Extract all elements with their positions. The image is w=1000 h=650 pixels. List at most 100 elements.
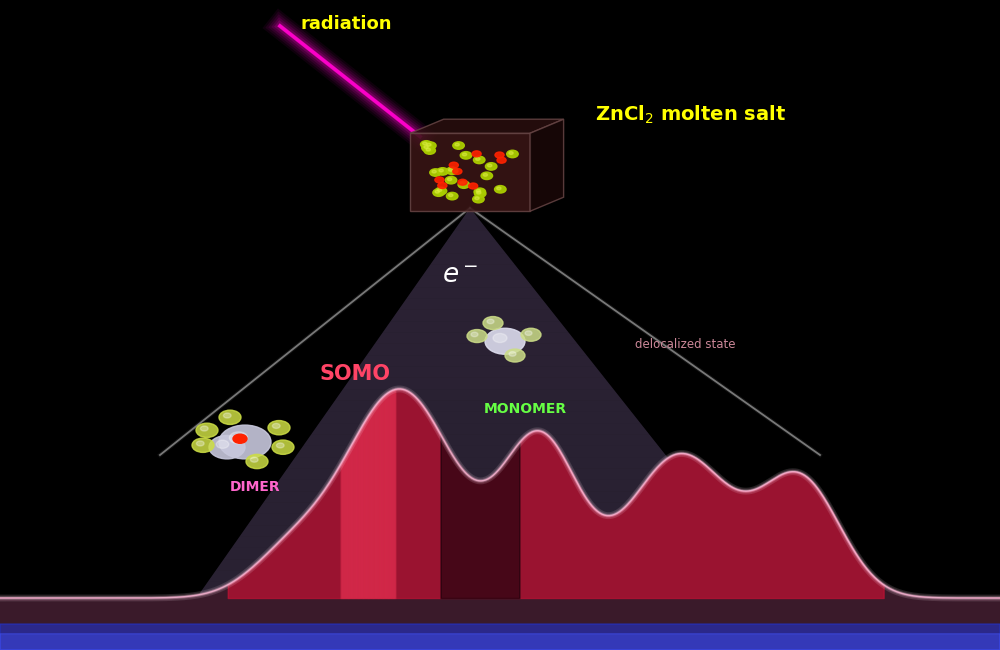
Circle shape	[437, 188, 442, 192]
Circle shape	[481, 172, 493, 179]
Circle shape	[473, 156, 485, 164]
Circle shape	[488, 164, 492, 167]
Text: SOMO: SOMO	[320, 364, 390, 384]
Circle shape	[219, 410, 241, 424]
Polygon shape	[327, 400, 631, 411]
Circle shape	[507, 150, 518, 158]
Circle shape	[505, 349, 525, 362]
Polygon shape	[462, 208, 479, 219]
Circle shape	[446, 192, 458, 200]
Circle shape	[423, 142, 427, 145]
Polygon shape	[407, 287, 542, 298]
Circle shape	[473, 196, 484, 203]
Circle shape	[453, 142, 464, 150]
Circle shape	[437, 168, 448, 175]
Circle shape	[219, 425, 271, 459]
Polygon shape	[430, 254, 515, 265]
Polygon shape	[410, 119, 564, 133]
Circle shape	[427, 143, 431, 146]
Circle shape	[485, 162, 497, 170]
Circle shape	[435, 187, 447, 195]
Polygon shape	[530, 119, 564, 211]
Polygon shape	[383, 321, 568, 332]
Circle shape	[474, 190, 486, 198]
Polygon shape	[311, 423, 649, 434]
Circle shape	[476, 157, 480, 161]
Polygon shape	[351, 367, 604, 378]
Circle shape	[196, 423, 218, 437]
Circle shape	[435, 190, 439, 193]
Circle shape	[449, 168, 453, 171]
Circle shape	[485, 328, 525, 354]
Circle shape	[200, 426, 208, 431]
Polygon shape	[391, 310, 560, 321]
Polygon shape	[303, 435, 658, 446]
Circle shape	[425, 142, 436, 150]
Polygon shape	[454, 219, 488, 230]
Circle shape	[272, 440, 294, 454]
Circle shape	[495, 185, 506, 193]
Circle shape	[455, 143, 459, 146]
Circle shape	[268, 421, 290, 435]
Circle shape	[458, 181, 470, 188]
Circle shape	[196, 441, 204, 446]
Circle shape	[435, 177, 444, 183]
Polygon shape	[375, 333, 577, 344]
Text: radiation: radiation	[300, 15, 392, 33]
Circle shape	[445, 176, 457, 184]
Circle shape	[446, 167, 458, 175]
Circle shape	[223, 413, 231, 418]
Circle shape	[424, 146, 428, 148]
Circle shape	[422, 144, 433, 151]
Circle shape	[449, 162, 458, 168]
Circle shape	[192, 438, 214, 452]
Circle shape	[460, 151, 472, 159]
Circle shape	[471, 332, 478, 337]
Circle shape	[421, 140, 432, 148]
Circle shape	[477, 191, 481, 194]
Polygon shape	[359, 356, 595, 367]
Circle shape	[272, 423, 280, 428]
Text: e$^-$: e$^-$	[442, 263, 478, 289]
Circle shape	[460, 182, 465, 185]
Circle shape	[233, 434, 247, 443]
Circle shape	[433, 189, 444, 196]
Circle shape	[509, 151, 513, 155]
Circle shape	[525, 331, 532, 335]
Text: DIMER: DIMER	[230, 480, 280, 494]
Circle shape	[246, 454, 268, 469]
Polygon shape	[343, 378, 613, 389]
Circle shape	[209, 436, 245, 459]
Circle shape	[476, 189, 481, 192]
Circle shape	[424, 147, 435, 154]
Circle shape	[487, 319, 494, 324]
Circle shape	[469, 183, 478, 189]
Circle shape	[474, 188, 486, 196]
Circle shape	[216, 440, 229, 448]
Circle shape	[509, 352, 516, 356]
Circle shape	[495, 152, 504, 158]
Circle shape	[497, 187, 501, 190]
Text: delocalized state: delocalized state	[635, 338, 736, 351]
Circle shape	[472, 151, 481, 157]
Polygon shape	[438, 242, 506, 253]
Circle shape	[250, 457, 258, 462]
Polygon shape	[399, 298, 551, 309]
Circle shape	[467, 330, 487, 343]
Polygon shape	[410, 133, 530, 211]
Circle shape	[430, 169, 441, 176]
Circle shape	[426, 148, 430, 151]
Circle shape	[483, 317, 503, 330]
Polygon shape	[335, 389, 622, 400]
Circle shape	[493, 333, 507, 343]
Circle shape	[497, 157, 506, 163]
Circle shape	[458, 179, 467, 185]
Circle shape	[276, 443, 284, 448]
Text: ZnCl$_2$ molten salt: ZnCl$_2$ molten salt	[595, 103, 786, 125]
Circle shape	[483, 174, 488, 176]
Circle shape	[453, 168, 462, 174]
Polygon shape	[423, 265, 524, 276]
Circle shape	[438, 183, 447, 188]
Circle shape	[521, 328, 541, 341]
Circle shape	[447, 178, 452, 181]
